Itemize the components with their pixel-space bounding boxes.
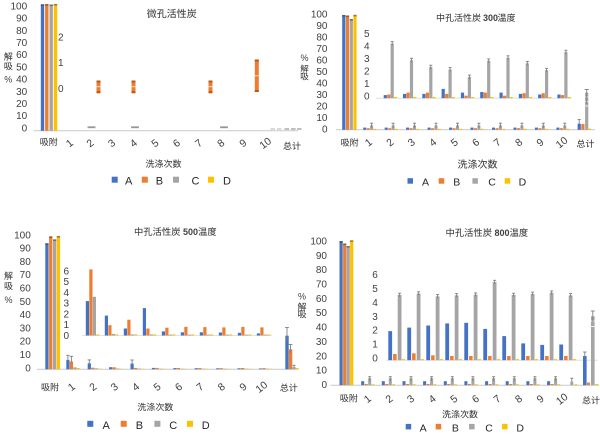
svg-text:4: 4 (372, 298, 378, 309)
svg-text:C: C (488, 177, 496, 189)
svg-text:40: 40 (16, 75, 28, 86)
svg-text:B: B (452, 422, 459, 434)
svg-text:%: % (300, 53, 308, 63)
svg-text:20: 20 (16, 99, 28, 110)
svg-text:D: D (519, 177, 527, 189)
svg-text:10: 10 (16, 111, 28, 122)
svg-text:90: 90 (20, 244, 32, 255)
svg-text:0: 0 (372, 353, 378, 364)
svg-text:2: 2 (63, 309, 69, 320)
svg-text:5: 5 (63, 277, 69, 288)
svg-text:50: 50 (16, 62, 28, 73)
svg-text:10: 10 (316, 113, 328, 124)
svg-text:3: 3 (372, 312, 378, 323)
svg-text:70: 70 (316, 44, 328, 55)
svg-text:1: 1 (372, 340, 378, 351)
svg-text:D: D (223, 176, 231, 188)
svg-text:2: 2 (372, 326, 378, 337)
svg-text:60: 60 (316, 55, 328, 66)
svg-text:0: 0 (22, 123, 28, 134)
svg-text:80: 80 (316, 32, 328, 43)
svg-text:10: 10 (20, 350, 32, 361)
svg-text:70: 70 (316, 280, 328, 291)
svg-text:40: 40 (316, 323, 328, 334)
svg-text:800: 800 (495, 228, 510, 238)
svg-text:20: 20 (316, 351, 328, 362)
svg-text:30: 30 (20, 323, 32, 334)
svg-text:3: 3 (364, 54, 370, 65)
svg-text:A: A (103, 420, 111, 432)
svg-text:0: 0 (58, 84, 64, 95)
svg-text:5: 5 (372, 284, 378, 295)
svg-text:90: 90 (316, 251, 328, 262)
svg-text:70: 70 (20, 270, 32, 281)
svg-text:D: D (516, 422, 524, 434)
svg-text:20: 20 (20, 337, 32, 348)
svg-text:0: 0 (322, 124, 328, 135)
svg-text:50: 50 (316, 308, 328, 319)
svg-text:100: 100 (14, 230, 31, 241)
svg-text:3: 3 (63, 299, 69, 310)
svg-text:50: 50 (20, 297, 32, 308)
svg-text:C: C (485, 422, 493, 434)
svg-text:60: 60 (20, 284, 32, 295)
svg-text:80: 80 (316, 265, 328, 276)
svg-text:B: B (156, 176, 163, 188)
svg-text:100: 100 (310, 237, 327, 248)
svg-text:A: A (422, 177, 429, 189)
svg-text:60: 60 (16, 50, 28, 61)
svg-text:0: 0 (63, 331, 69, 342)
svg-text:300: 300 (483, 13, 498, 23)
svg-text:90: 90 (16, 14, 28, 25)
svg-text:500: 500 (183, 227, 198, 237)
svg-text:10: 10 (316, 366, 328, 377)
svg-text:2: 2 (58, 32, 64, 43)
svg-text:D: D (202, 420, 210, 432)
svg-text:1: 1 (58, 58, 64, 69)
svg-text:%: % (4, 295, 12, 305)
svg-text:C: C (192, 176, 200, 188)
svg-text:%: % (4, 75, 12, 85)
svg-text:40: 40 (20, 310, 32, 321)
svg-text:B: B (136, 420, 143, 432)
svg-text:30: 30 (16, 87, 28, 98)
svg-text:80: 80 (16, 26, 28, 37)
svg-text:%: % (298, 292, 306, 302)
svg-text:0: 0 (321, 380, 327, 391)
svg-text:0: 0 (25, 363, 31, 374)
svg-text:30: 30 (316, 90, 328, 101)
svg-text:100: 100 (11, 1, 28, 12)
svg-text:60: 60 (316, 294, 328, 305)
svg-text:20: 20 (316, 101, 328, 112)
svg-text:40: 40 (316, 78, 328, 89)
svg-text:50: 50 (316, 67, 328, 78)
svg-text:4: 4 (364, 42, 370, 53)
svg-text:100: 100 (311, 9, 328, 20)
svg-text:A: A (420, 422, 427, 434)
svg-text:0: 0 (364, 92, 370, 103)
svg-text:90: 90 (316, 21, 328, 32)
svg-text:C: C (169, 420, 177, 432)
svg-text:4: 4 (63, 288, 69, 299)
svg-text:1: 1 (63, 320, 69, 331)
svg-text:80: 80 (20, 257, 32, 268)
svg-text:30: 30 (316, 337, 328, 348)
svg-text:A: A (125, 176, 133, 188)
svg-text:6: 6 (372, 270, 378, 281)
svg-text:6: 6 (63, 266, 69, 277)
svg-text:2: 2 (364, 67, 370, 78)
svg-text:1: 1 (364, 79, 370, 90)
svg-text:70: 70 (16, 38, 28, 49)
svg-text:B: B (453, 177, 460, 189)
svg-text:5: 5 (364, 29, 370, 40)
